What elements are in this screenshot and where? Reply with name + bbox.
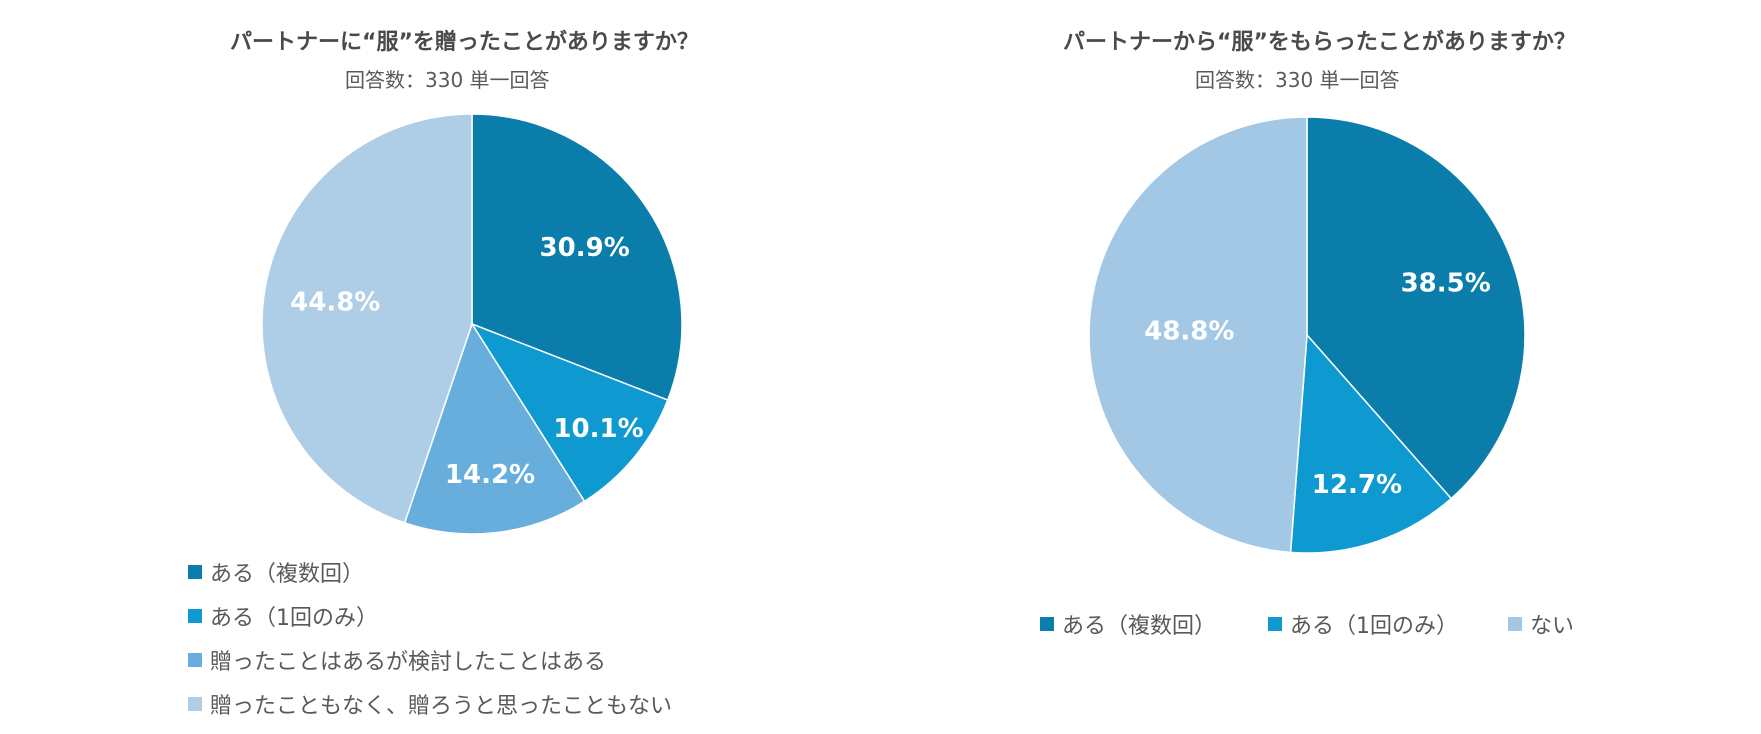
pie-slice [470,322,669,503]
legend-item: 贈ったこともなく、贈ろうと思ったこともない [188,688,672,720]
legend-item: ある（複数回） [1040,608,1216,640]
data-label: 38.5% [1401,269,1491,299]
legend-swatch [188,609,202,623]
legend-item: ある（複数回） [188,556,364,588]
legend-label: ある（1回のみ） [1290,614,1458,639]
chart-subtitle: 回答数：330 単一回答 [345,68,550,92]
legend-item: ある（1回のみ） [1268,608,1458,640]
legend-swatch [188,697,202,711]
pie-slice [403,322,586,535]
pie-slice [1289,333,1453,554]
data-label: 48.8% [1144,317,1234,347]
legend-swatch [1508,617,1522,631]
legend-swatch [188,565,202,579]
chart-title: パートナーから“服”をもらったことがありますか？ [1063,30,1576,55]
pie-chart: 30.9% 10.1% 14.2% 44.8% [261,113,683,535]
legend-item: ある（1回のみ） [188,600,378,632]
data-label: 14.2% [445,460,535,490]
legend-label: ある（複数回） [210,562,365,587]
data-label: 44.8% [290,287,380,317]
legend-label: 贈ったことはあるが検討したことはある [210,650,607,675]
legend-swatch [1268,617,1282,631]
chart-title: パートナーに“服”を贈ったことがありますか？ [230,30,699,55]
pie-chart: 38.5% 12.7% 48.8% [1088,116,1526,554]
chart-right: パートナーから“服”をもらったことがありますか？ 回答数：330 単一回答 38… [880,0,1761,734]
data-label: 10.1% [553,414,643,444]
pie-slice [1306,116,1526,500]
legend-item: ない [1508,608,1574,640]
legend-swatch [188,653,202,667]
chart-left: パートナーに“服”を贈ったことがありますか？ 回答数：330 単一回答 30.9… [0,0,880,734]
legend-label: 贈ったこともなく、贈ろうと思ったこともない [210,694,673,719]
legend-item: 贈ったことはあるが検討したことはある [188,644,606,676]
legend-label: ある（複数回） [1062,614,1217,639]
pie-slice [261,113,473,524]
data-label: 12.7% [1312,470,1402,500]
chart-subtitle: 回答数：330 単一回答 [1195,68,1400,92]
legend-label: ない [1530,614,1575,639]
pie-slice [1088,116,1308,554]
data-label: 30.9% [540,233,630,263]
legend-swatch [1040,617,1054,631]
pie-slice [471,113,683,402]
legend-label: ある（1回のみ） [210,606,378,631]
